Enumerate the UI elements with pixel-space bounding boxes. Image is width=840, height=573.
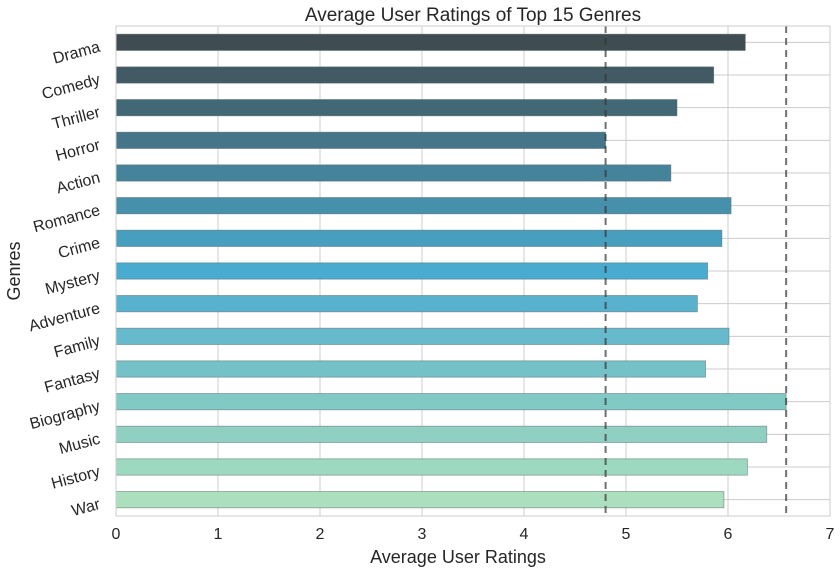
bar-adventure	[115, 295, 698, 313]
bar-action	[115, 164, 672, 182]
reference-lines	[604, 26, 788, 516]
bar-biography	[115, 393, 787, 411]
bar-mystery	[115, 262, 708, 280]
category-label-biography: Biography	[28, 398, 102, 433]
bar-comedy	[115, 66, 715, 84]
bar-fantasy	[115, 360, 706, 378]
x-tick-label: 7	[826, 526, 835, 543]
bars	[115, 33, 787, 509]
x-tick-label: 6	[724, 526, 733, 543]
category-label-mystery: Mystery	[44, 267, 102, 298]
bar-drama	[115, 33, 746, 51]
x-axis-label: Average User Ratings	[370, 547, 546, 567]
bar-romance	[115, 197, 732, 215]
category-label-action: Action	[55, 169, 102, 197]
category-label-adventure: Adventure	[27, 300, 102, 335]
bar-family	[115, 327, 730, 345]
category-label-drama: Drama	[51, 39, 102, 68]
chart-title: Average User Ratings of Top 15 Genres	[305, 5, 641, 26]
category-label-crime: Crime	[56, 235, 102, 262]
x-tick-label: 1	[214, 526, 223, 543]
x-tick-label: 4	[520, 526, 529, 543]
bar-war	[115, 491, 725, 509]
category-label-romance: Romance	[31, 202, 102, 236]
x-tick-label: 5	[622, 526, 631, 543]
category-label-fantasy: Fantasy	[43, 365, 102, 396]
category-label-thriller: Thriller	[50, 104, 102, 133]
x-tick-labels: 0 1 2 3 4 5 6 7	[112, 526, 835, 543]
bar-horror	[115, 131, 607, 149]
bar-crime	[115, 229, 723, 247]
category-label-history: History	[50, 463, 102, 492]
x-tick-label: 2	[316, 526, 325, 543]
bar-music	[115, 425, 768, 443]
category-label-comedy: Comedy	[40, 71, 102, 103]
x-tick-label: 0	[112, 526, 121, 543]
bar-history	[115, 458, 748, 476]
x-tick-label: 3	[418, 526, 427, 543]
category-label-family: Family	[52, 333, 102, 362]
category-label-war: War	[70, 496, 103, 520]
category-label-horror: Horror	[54, 137, 103, 165]
plot-frame	[115, 25, 831, 517]
y-axis-label: Genres	[4, 241, 24, 300]
bar-thriller	[115, 99, 678, 117]
category-label-music: Music	[57, 431, 102, 458]
